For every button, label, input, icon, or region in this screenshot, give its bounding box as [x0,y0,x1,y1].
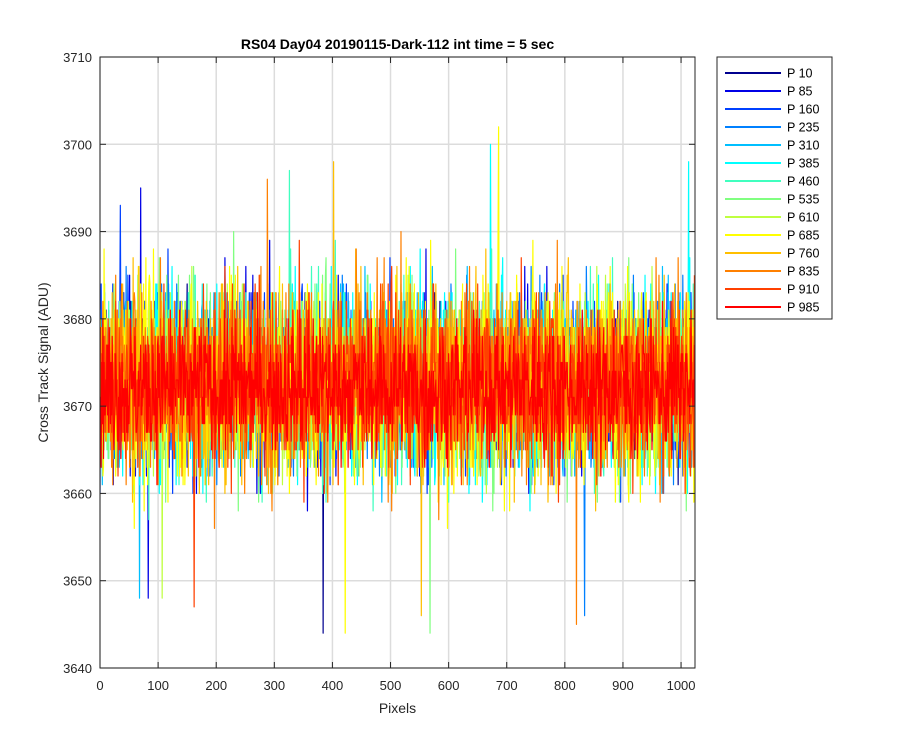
y-tick-label: 3670 [63,399,92,414]
legend-label: P 310 [787,139,819,153]
series-lines [100,126,695,634]
x-tick-label: 200 [205,678,227,693]
axis-ticks: 0 100 200 300 400 500 600 700 800 900 1000 3640 3650… [63,50,695,693]
axes-frame [99,56,696,669]
x-tick-label: 600 [438,678,460,693]
legend-label: P 10 [787,67,813,81]
y-tick-label: 3710 [63,50,92,65]
series-line-p-985 [100,292,695,486]
x-tick-label: 300 [263,678,285,693]
legend-box [716,56,833,320]
x-tick-label: 900 [612,678,634,693]
x-tick-label: 400 [322,678,344,693]
legend-label: P 160 [787,103,819,117]
y-tick-label: 3660 [63,486,92,501]
x-tick-label: 0 [96,678,103,693]
legend: P 10 P 85 P 160 P 235 P 310 P 385 P 460 P 535 P … [716,56,833,320]
x-axis-label: Pixels [379,700,416,716]
legend-label: P 610 [787,211,819,225]
legend-label: P 985 [787,301,819,315]
chart-title: RS04 Day04 20190115-Dark-112 int time = … [241,36,554,52]
x-tick-label: 800 [554,678,576,693]
legend-label: P 85 [787,85,813,99]
y-tick-label: 3650 [63,574,92,589]
legend-label: P 385 [787,157,819,171]
legend-label: P 235 [787,121,819,135]
legend-label: P 535 [787,193,819,207]
y-tick-label: 3680 [63,312,92,327]
y-tick-label: 3640 [63,661,92,676]
x-tick-label: 700 [496,678,518,693]
x-tick-label: 100 [147,678,169,693]
legend-label: P 460 [787,175,819,189]
y-axis-label: Cross Track Signal (ADU) [35,282,51,442]
x-tick-label: 1000 [667,678,696,693]
y-tick-label: 3690 [63,225,92,240]
y-tick-label: 3700 [63,137,92,152]
x-tick-label: 500 [380,678,402,693]
legend-label: P 685 [787,229,819,243]
legend-label: P 835 [787,265,819,279]
legend-label: P 910 [787,283,819,297]
legend-label: P 760 [787,247,819,261]
